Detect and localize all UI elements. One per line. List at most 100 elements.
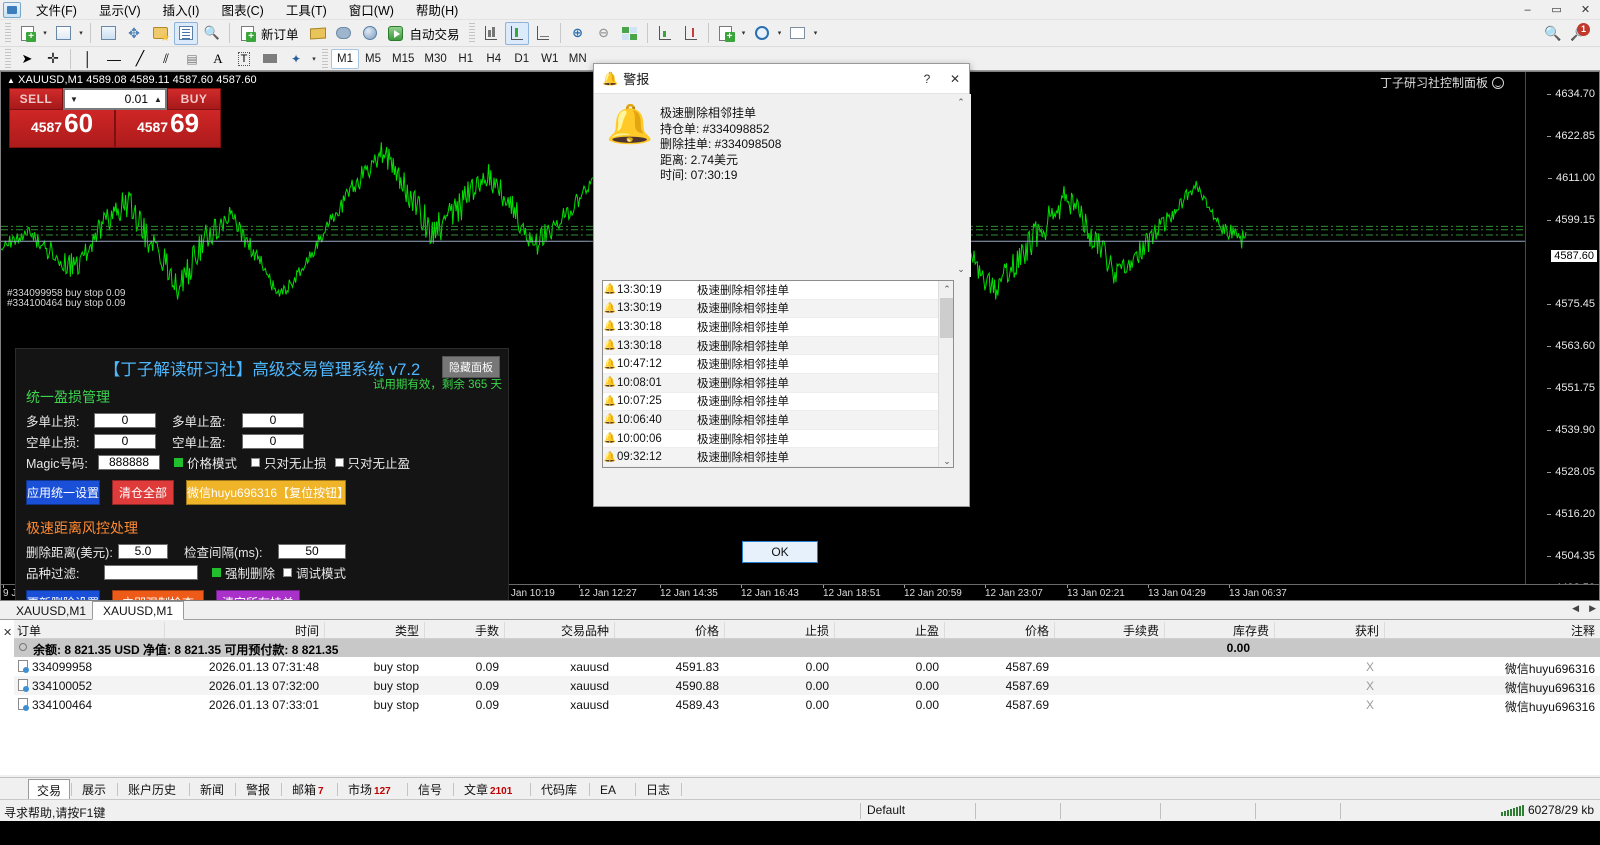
- volume-dropdown-icon[interactable]: ▼: [70, 94, 78, 104]
- status-profile[interactable]: Default: [860, 803, 970, 819]
- templates-dropdown-icon[interactable]: ▾: [813, 30, 818, 37]
- search-icon[interactable]: 🔍: [1544, 24, 1562, 41]
- terminal-tab-1[interactable]: 展示: [74, 780, 114, 799]
- alert-list-item[interactable]: 🔔 13:30:18 极速删除相邻挂单: [603, 336, 939, 356]
- menu-item-insert[interactable]: 插入(I): [162, 4, 200, 18]
- alert-list-item[interactable]: 🔔 10:47:12 极速删除相邻挂单: [603, 355, 939, 374]
- list-scroll-up-icon[interactable]: ⌃: [943, 283, 951, 294]
- candlestick-chart-icon[interactable]: [504, 21, 529, 45]
- terminal-tab-2[interactable]: 账户历史: [120, 780, 184, 799]
- timeframe-d1[interactable]: D1: [514, 52, 530, 65]
- alert-list-item[interactable]: 🔔09:30:57极速删除相邻挂单: [603, 467, 939, 468]
- table-column-header[interactable]: 获利: [1274, 622, 1384, 638]
- market-watch-icon[interactable]: [96, 22, 120, 45]
- debug-mode-checkbox[interactable]: [283, 568, 293, 577]
- terminal-tab-11[interactable]: 日志: [638, 780, 678, 799]
- chart-tab-0[interactable]: XAUUSD,M1: [16, 604, 87, 618]
- force-delete-checkbox[interactable]: [212, 568, 221, 577]
- tab-next-icon[interactable]: ▶: [1589, 603, 1596, 613]
- text-label-icon[interactable]: T: [232, 47, 256, 70]
- table-column-header[interactable]: 注释: [1384, 622, 1600, 638]
- timeframe-mn[interactable]: MN: [568, 52, 587, 65]
- table-row[interactable]: 334100052 2026.01.13 07:32:00 buy stop 0.09…: [14, 676, 1600, 695]
- sell-price-button[interactable]: 4587 60: [9, 110, 115, 148]
- indicators-icon[interactable]: +: [714, 22, 738, 45]
- alert-ok-button[interactable]: OK: [742, 541, 818, 563]
- mql5-community-icon[interactable]: [306, 22, 330, 45]
- alert-history-list[interactable]: 🔔 13:30:19 极速删除相邻挂单 🔔 13:30:19 极速删除相邻挂单 🔔 13:30…: [602, 280, 954, 468]
- table-column-header[interactable]: 止损: [724, 622, 834, 638]
- terminal-tab-3[interactable]: 新闻: [192, 780, 232, 799]
- symbol-filter-input[interactable]: [104, 565, 198, 580]
- alert-list-item[interactable]: 🔔 10:07:25 极速删除相邻挂单: [603, 393, 939, 412]
- close-order-icon[interactable]: X: [1366, 679, 1375, 693]
- vertical-line-icon[interactable]: │: [83, 50, 93, 67]
- terminal-tab-4[interactable]: 警报: [238, 780, 278, 799]
- line-chart-icon[interactable]: [531, 22, 555, 45]
- menu-item-view[interactable]: 显示(V): [98, 4, 141, 18]
- periods-icon[interactable]: [750, 22, 774, 45]
- long-tp-input[interactable]: 0: [242, 413, 304, 428]
- arrows-icon[interactable]: ✦: [290, 51, 302, 66]
- terminal-tab-9[interactable]: 代码库: [533, 780, 585, 799]
- terminal-icon[interactable]: [174, 21, 198, 45]
- timeframe-m30[interactable]: M30: [424, 52, 447, 65]
- check-interval-input[interactable]: 50: [278, 544, 346, 559]
- sell-button[interactable]: SELL: [9, 88, 63, 110]
- summary-expand-icon[interactable]: [19, 643, 27, 651]
- text-icon[interactable]: A: [213, 50, 223, 66]
- profiles-icon[interactable]: [51, 22, 75, 45]
- timeframe-m5[interactable]: M5: [365, 52, 381, 65]
- timeframe-h4[interactable]: H4: [486, 52, 502, 65]
- table-column-header[interactable]: 时间: [164, 622, 324, 638]
- equidistant-channel-icon[interactable]: ⫽: [163, 50, 169, 66]
- price-scale[interactable]: 4634.70 4622.85 4611.00 4599.15 4587.60 …: [1525, 72, 1599, 600]
- toolbar-grip-icon[interactable]: [5, 23, 11, 43]
- force-check-now-button[interactable]: 立即强制检查: [112, 590, 204, 600]
- close-button[interactable]: ✕: [1580, 4, 1591, 16]
- periods-dropdown-icon[interactable]: ▾: [777, 30, 782, 37]
- terminal-tab-0[interactable]: 交易: [28, 779, 71, 800]
- table-column-header[interactable]: 止盈: [834, 622, 944, 638]
- tile-windows-icon[interactable]: [618, 22, 642, 45]
- close-all-positions-button[interactable]: 清仓全部: [112, 480, 174, 505]
- short-sl-input[interactable]: 0: [94, 434, 156, 449]
- bar-chart-icon[interactable]: [479, 22, 503, 45]
- timeframe-m15[interactable]: M15: [392, 52, 415, 65]
- templates-icon[interactable]: [786, 22, 810, 45]
- table-column-header[interactable]: 手数: [424, 622, 504, 638]
- strategy-tester-icon[interactable]: 🔍: [203, 25, 221, 40]
- alert-list-item[interactable]: 🔔 13:30:18 极速删除相邻挂单: [603, 318, 939, 337]
- menu-item-tools[interactable]: 工具(T): [285, 4, 327, 18]
- ea-control-panel[interactable]: 【丁子解读研习社】高级交易管理系统 v7.2 隐藏面板 试用期有效，剩余 365…: [15, 348, 509, 600]
- short-tp-input[interactable]: 0: [242, 434, 304, 449]
- zoom-out-icon[interactable]: ⊖: [598, 25, 609, 40]
- terminal-close-icon[interactable]: ✕: [3, 627, 13, 639]
- trendline-icon[interactable]: ╱: [135, 50, 145, 66]
- toolbar-grip-icon[interactable]: [468, 23, 475, 43]
- menu-item-window[interactable]: 窗口(W): [348, 4, 394, 18]
- auto-scroll-icon[interactable]: [653, 22, 677, 45]
- new-order-icon[interactable]: +: [235, 22, 259, 45]
- table-row[interactable]: 334100464 2026.01.13 07:33:01 buy stop 0.09…: [14, 695, 1600, 714]
- alert-list-item[interactable]: 🔔 13:30:19 极速删除相邻挂单: [603, 299, 939, 319]
- apply-unified-settings-button[interactable]: 应用统一设置: [26, 480, 100, 505]
- toolbar-grip-icon[interactable]: [5, 48, 11, 69]
- help-button[interactable]: ?: [923, 71, 931, 86]
- terminal-tab-7[interactable]: 信号: [410, 780, 450, 799]
- profiles-dropdown-icon[interactable]: ▾: [79, 30, 83, 37]
- toolbar-grip-icon[interactable]: [322, 48, 328, 69]
- alert-dialog[interactable]: 🔔 警报 ? ✕ 🔔 极速删除相邻挂单 持仓单: #334098852 删除挂单…: [593, 63, 971, 563]
- table-column-header[interactable]: 类型: [324, 622, 424, 638]
- table-column-header[interactable]: 交易品种: [504, 622, 614, 638]
- minimize-button[interactable]: –: [1524, 3, 1531, 16]
- zoom-in-icon[interactable]: ⊕: [572, 25, 583, 40]
- magic-input[interactable]: 888888: [98, 455, 160, 470]
- list-scroll-down-icon[interactable]: ⌄: [943, 455, 951, 466]
- buy-price-button[interactable]: 4587 69: [115, 110, 221, 148]
- cursor-icon[interactable]: ➤: [21, 50, 33, 66]
- list-scroll-thumb[interactable]: [940, 298, 953, 338]
- table-column-header[interactable]: 手续费: [1054, 622, 1164, 638]
- autotrade-icon[interactable]: [384, 22, 408, 45]
- alert-list-item[interactable]: 🔔 13:30:19 极速删除相邻挂单: [603, 281, 939, 300]
